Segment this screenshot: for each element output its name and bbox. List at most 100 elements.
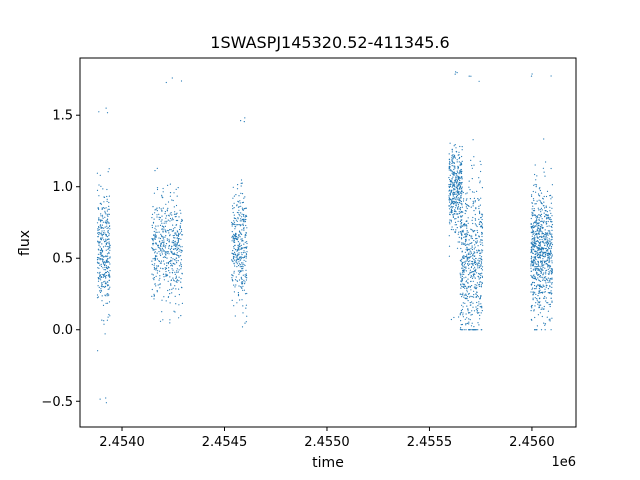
- data-point: [236, 259, 238, 261]
- data-point: [461, 275, 463, 277]
- data-point: [163, 279, 165, 281]
- data-point: [155, 255, 157, 257]
- data-point: [536, 329, 538, 331]
- data-point: [530, 242, 532, 245]
- data-point: [479, 314, 481, 316]
- data-point: [448, 186, 450, 188]
- data-point: [466, 322, 469, 324]
- data-point: [162, 191, 164, 193]
- data-point: [156, 167, 158, 169]
- data-point: [473, 210, 475, 212]
- data-point: [107, 316, 109, 318]
- data-point: [460, 223, 462, 225]
- data-point: [466, 250, 468, 252]
- data-point: [536, 240, 538, 243]
- data-point: [154, 209, 156, 211]
- data-point: [460, 211, 462, 214]
- data-point: [162, 241, 164, 243]
- data-point: [551, 238, 553, 240]
- data-point: [154, 283, 156, 285]
- data-point: [548, 259, 550, 261]
- data-point: [176, 249, 178, 251]
- data-point: [531, 256, 533, 258]
- data-point: [231, 221, 233, 224]
- data-point: [547, 256, 549, 258]
- data-point: [170, 229, 172, 231]
- data-point: [244, 255, 246, 257]
- data-point: [468, 252, 470, 254]
- data-point: [231, 231, 233, 233]
- data-point: [481, 281, 483, 284]
- data-point: [173, 310, 175, 312]
- data-point: [534, 235, 536, 237]
- data-point: [540, 271, 542, 273]
- data-point: [240, 185, 242, 187]
- data-point: [475, 238, 477, 240]
- data-point: [460, 176, 462, 178]
- data-point: [103, 230, 105, 232]
- data-point: [106, 245, 108, 248]
- data-point: [546, 190, 549, 192]
- data-point: [100, 279, 102, 281]
- data-point: [238, 279, 241, 281]
- data-point: [233, 284, 235, 286]
- data-point: [97, 240, 99, 242]
- data-point: [473, 274, 475, 277]
- data-point: [543, 264, 545, 266]
- data-point: [448, 208, 451, 210]
- data-point: [473, 239, 475, 242]
- data-point: [100, 255, 102, 257]
- data-point: [537, 216, 539, 218]
- data-point: [161, 253, 163, 255]
- data-point: [105, 234, 107, 236]
- data-point: [473, 290, 475, 292]
- data-point: [238, 263, 241, 265]
- data-point: [479, 160, 481, 162]
- data-point: [158, 241, 161, 243]
- data-point: [545, 242, 547, 244]
- data-point: [461, 146, 463, 148]
- data-point: [241, 233, 243, 235]
- data-point: [533, 214, 535, 216]
- data-point: [156, 207, 158, 209]
- data-point: [466, 289, 468, 291]
- data-point: [460, 280, 462, 282]
- data-point: [173, 263, 175, 265]
- data-point: [461, 216, 463, 218]
- data-point: [239, 202, 241, 204]
- data-point: [539, 244, 541, 246]
- data-point: [105, 242, 108, 244]
- data-point: [466, 246, 468, 248]
- data-point: [534, 316, 536, 319]
- data-point: [180, 315, 182, 317]
- data-point: [233, 262, 235, 264]
- data-point: [180, 220, 182, 222]
- data-point: [151, 260, 153, 262]
- data-point: [108, 195, 110, 197]
- data-point: [473, 326, 475, 328]
- data-point: [470, 275, 472, 277]
- data-point: [463, 283, 465, 285]
- data-point: [169, 195, 171, 197]
- data-point: [108, 261, 110, 263]
- data-point: [167, 219, 169, 221]
- data-point: [476, 286, 478, 288]
- data-point: [551, 283, 553, 285]
- data-point: [465, 202, 467, 205]
- data-point: [448, 163, 450, 165]
- data-point: [244, 283, 246, 285]
- data-point: [457, 195, 459, 197]
- data-point: [476, 284, 478, 286]
- data-point: [236, 263, 238, 265]
- data-point: [156, 187, 159, 189]
- data-point: [173, 245, 175, 247]
- data-point: [155, 256, 157, 258]
- data-point: [101, 284, 103, 286]
- data-point: [165, 273, 167, 275]
- data-point: [102, 207, 105, 209]
- data-point: [178, 247, 180, 249]
- data-point: [241, 326, 244, 328]
- data-point: [178, 269, 180, 271]
- data-point: [466, 232, 468, 234]
